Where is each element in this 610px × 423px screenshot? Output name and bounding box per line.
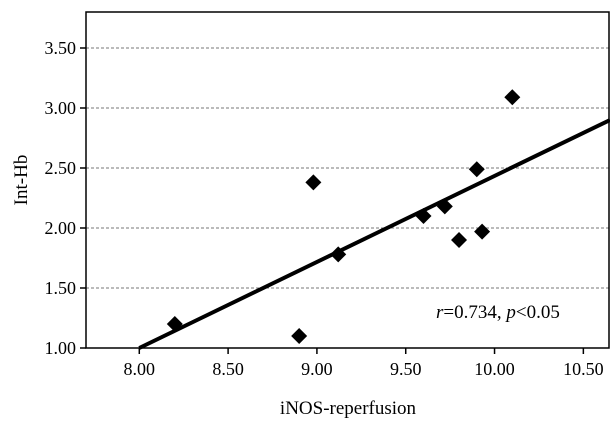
data-point (330, 246, 347, 263)
p-symbol: p (504, 302, 516, 323)
fit-line (138, 118, 610, 350)
r-symbol: r (436, 302, 444, 323)
y-tick-label: 2.00 (45, 218, 77, 238)
x-axis-label: iNOS-reperfusion (280, 398, 417, 419)
data-point (436, 198, 453, 215)
data-point (504, 89, 521, 106)
plot-frame (85, 11, 610, 349)
r-value: =0.734, (443, 302, 506, 323)
data-point (415, 208, 432, 224)
y-tick-label: 3.50 (45, 38, 77, 58)
correlation-annotation: r=0.734, p<0.05 (436, 302, 560, 323)
x-tick-label: 9.00 (301, 359, 333, 379)
data-point (474, 223, 491, 240)
data-point (451, 232, 468, 248)
y-tick-label: 1.50 (45, 278, 77, 298)
p-value: <0.05 (516, 302, 560, 323)
data-point (468, 161, 485, 178)
data-point (291, 328, 308, 344)
x-tick-label: 8.50 (212, 359, 244, 379)
x-tick-label: 10.50 (563, 359, 604, 379)
grid-lines (86, 47, 610, 289)
fit-line-group (138, 118, 610, 350)
y-axis-ticks: 1.00 1.50 2.00 2.50 3.00 3.50 (45, 38, 86, 358)
data-point (166, 316, 183, 332)
data-points (166, 89, 521, 344)
x-axis-ticks: 8.00 8.50 9.00 9.50 10.00 10.50 (124, 348, 604, 379)
x-tick-label: 10.00 (474, 359, 515, 379)
y-tick-label: 1.00 (45, 338, 77, 358)
y-axis-label: Int-Hb (11, 155, 32, 206)
y-tick-label: 3.00 (45, 98, 77, 118)
x-tick-label: 8.00 (124, 359, 156, 379)
x-tick-label: 9.50 (390, 359, 422, 379)
data-point (305, 174, 322, 191)
y-tick-label: 2.50 (45, 158, 77, 178)
